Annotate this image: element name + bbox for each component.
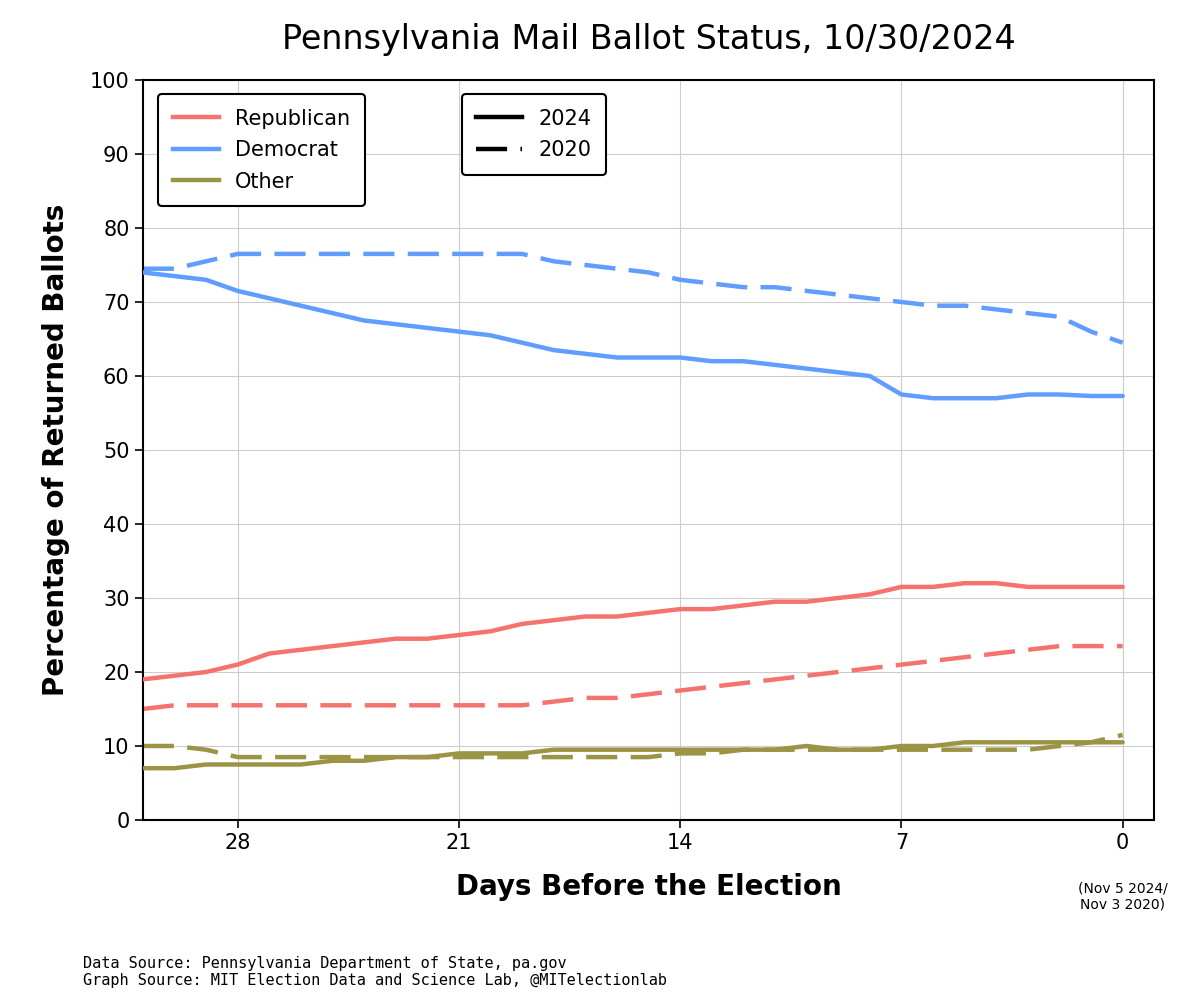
- Y-axis label: Percentage of Returned Ballots: Percentage of Returned Ballots: [43, 204, 70, 696]
- Title: Pennsylvania Mail Ballot Status, 10/30/2024: Pennsylvania Mail Ballot Status, 10/30/2…: [282, 23, 1015, 56]
- Legend: 2024, 2020: 2024, 2020: [462, 94, 607, 175]
- X-axis label: Days Before the Election: Days Before the Election: [456, 873, 841, 901]
- Text: Data Source: Pennsylvania Department of State, pa.gov
Graph Source: MIT Election: Data Source: Pennsylvania Department of …: [83, 956, 668, 988]
- Text: (Nov 5 2024/
Nov 3 2020): (Nov 5 2024/ Nov 3 2020): [1078, 881, 1167, 911]
